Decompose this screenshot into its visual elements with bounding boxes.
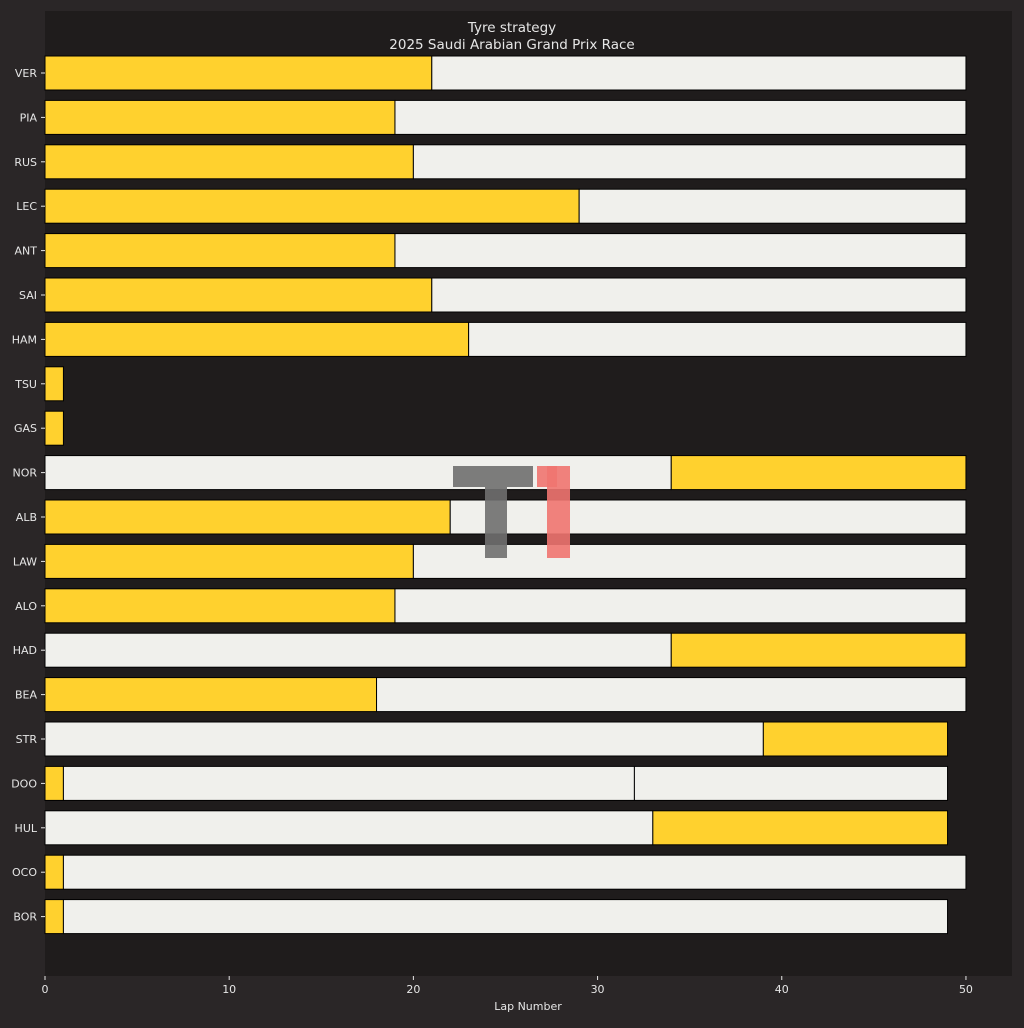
x-tick-label-20: 20 [406, 983, 420, 996]
t1-logo-watermark [453, 466, 570, 558]
stint-bar-str-1 [44, 721, 764, 757]
stint-bar-alo-1 [44, 588, 396, 624]
y-tick-label-alb: ALB [16, 511, 37, 524]
y-tick-label-oco: OCO [12, 866, 37, 879]
y-tick-label-lec: LEC [16, 200, 37, 213]
y-tick-label-ham: HAM [12, 333, 37, 346]
stint-bar-lec-1 [44, 188, 580, 224]
stint-bar-had-2 [670, 632, 967, 668]
x-axis-label: Lap Number [494, 1000, 562, 1013]
y-tick-label-pia: PIA [20, 111, 38, 124]
stint-bar-law-1 [44, 543, 414, 579]
y-tick-label-ver: VER [15, 67, 37, 80]
y-tick-label-str: STR [16, 733, 38, 746]
stint-bar-hul-2 [652, 810, 949, 846]
stint-bar-oco-2 [62, 854, 967, 890]
y-tick-label-law: LAW [13, 555, 37, 568]
y-tick-label-alo: ALO [15, 600, 37, 613]
y-tick-label-doo: DOO [11, 777, 37, 790]
stint-bar-alo-2 [394, 588, 967, 624]
stint-bar-rus-2 [412, 144, 967, 180]
stint-bar-had-1 [44, 632, 672, 668]
x-tick-label-0: 0 [42, 983, 49, 996]
stint-bar-alb-1 [44, 499, 451, 535]
x-tick-label-50: 50 [959, 983, 973, 996]
y-tick-label-ant: ANT [15, 245, 38, 258]
y-tick-label-bea: BEA [15, 689, 37, 702]
stint-bar-str-2 [762, 721, 949, 757]
stint-bar-nor-2 [670, 455, 967, 491]
stint-bar-ant-2 [394, 233, 967, 269]
chart-title: Tyre strategy [467, 20, 556, 36]
stint-bar-tsu-1 [44, 366, 64, 402]
stint-bar-doo-3 [633, 765, 949, 801]
stint-bar-doo-1 [44, 765, 64, 801]
stint-bar-sai-1 [44, 277, 433, 313]
x-tick-label-10: 10 [222, 983, 236, 996]
stint-bar-ver-2 [431, 55, 967, 91]
stint-bar-sai-2 [431, 277, 967, 313]
y-tick-label-had: HAD [13, 644, 37, 657]
stint-bar-bor-1 [44, 899, 64, 935]
y-tick-label-sai: SAI [19, 289, 37, 302]
stint-bar-doo-2 [62, 765, 635, 801]
chart-subtitle: 2025 Saudi Arabian Grand Prix Race [389, 37, 634, 53]
watermark-one-stem [547, 466, 570, 558]
stint-bar-rus-1 [44, 144, 414, 180]
stint-bar-nor-1 [44, 455, 672, 491]
stint-bar-hul-1 [44, 810, 654, 846]
stint-bar-ant-1 [44, 233, 396, 269]
stint-bar-alb-2 [449, 499, 967, 535]
watermark-t-crossbar [453, 466, 533, 487]
x-tick-label-30: 30 [591, 983, 605, 996]
watermark-t-stem [485, 487, 507, 558]
stint-bar-pia-1 [44, 99, 396, 135]
y-axis: VER PIA RUS LEC ANT SAI HAM TSU GAS NOR ALB LAW ALO H… [11, 67, 45, 924]
y-tick-label-hul: HUL [15, 822, 38, 835]
stint-bar-ver-1 [44, 55, 433, 91]
y-tick-label-rus: RUS [14, 156, 37, 169]
y-tick-label-gas: GAS [14, 422, 37, 435]
stint-bar-pia-2 [394, 99, 967, 135]
x-tick-label-40: 40 [775, 983, 789, 996]
stint-bar-ham-2 [468, 321, 967, 357]
stint-bar-oco-1 [44, 854, 64, 890]
y-tick-label-bor: BOR [13, 911, 37, 924]
stint-bar-bea-1 [44, 677, 378, 713]
y-tick-label-nor: NOR [12, 467, 37, 480]
stint-bar-ham-1 [44, 321, 470, 357]
stint-bar-bor-2 [62, 899, 949, 935]
stint-bar-gas-1 [44, 410, 64, 446]
x-axis: 0 10 20 30 40 50 [42, 976, 973, 996]
y-tick-label-tsu: TSU [14, 378, 37, 391]
bars-layer [44, 55, 967, 935]
stint-bar-lec-2 [578, 188, 967, 224]
stint-bar-bea-2 [376, 677, 967, 713]
